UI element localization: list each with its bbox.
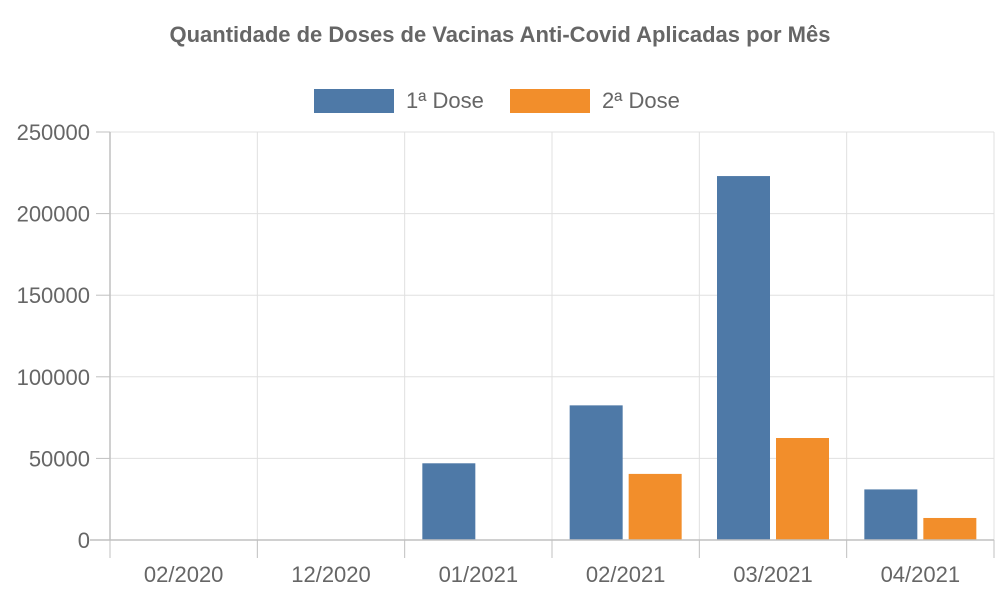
x-tick-label: 03/2021 [733,562,813,587]
legend-label-series-1: 1ª Dose [406,88,484,113]
bars [422,176,977,540]
y-tick-label: 250000 [17,120,90,145]
x-tick-label: 02/2020 [144,562,224,587]
legend-label-series-2: 2ª Dose [602,88,680,113]
legend-swatch-series-2 [510,89,590,113]
bar-series-1 [569,405,623,540]
bar-series-2 [628,473,682,540]
x-tick-label: 12/2020 [291,562,371,587]
legend: 1ª Dose 2ª Dose [314,88,680,113]
y-tick-label: 0 [78,528,90,553]
bar-series-1 [864,489,918,540]
axes [90,131,995,558]
x-tick-label: 04/2021 [881,562,961,587]
gridlines [110,131,995,541]
y-tick-label: 150000 [17,283,90,308]
x-tick-labels: 02/2020 12/2020 01/2021 02/2021 03/2021 04/20… [144,562,960,587]
y-tick-label: 200000 [17,202,90,227]
bar-series-2 [776,438,829,540]
legend-swatch-series-1 [314,89,394,113]
y-tick-labels: 0 50000 100000 150000 200000 250000 [17,120,90,553]
y-tick-label: 50000 [29,446,90,471]
chart-title: Quantidade de Doses de Vacinas Anti-Covi… [170,22,831,47]
bar-series-1 [717,176,770,540]
bar-series-1 [422,463,476,540]
x-tick-label: 01/2021 [439,562,519,587]
y-tick-label: 100000 [17,365,90,390]
bar-series-2 [923,517,977,540]
x-tick-label: 02/2021 [586,562,666,587]
